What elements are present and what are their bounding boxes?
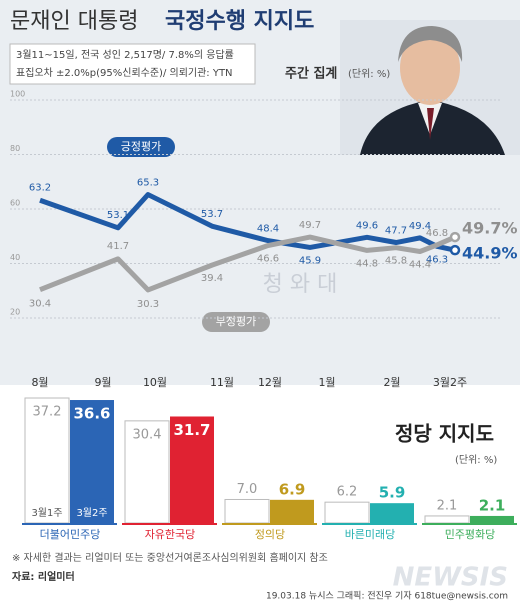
info-line: 3월11~15일, 전국 성인 2,517명/ 7.8%의 응답률	[16, 49, 234, 61]
y-tick-label: 20	[10, 308, 20, 317]
x-tick-label: 1월	[318, 376, 335, 389]
credit: 19.03.18 뉴시스 그래픽: 전진우 기자 618tue@newsis.c…	[266, 591, 508, 602]
value-label: 30.4	[133, 427, 162, 442]
value-label: 48.4	[257, 224, 279, 235]
annotation: 부정평가	[216, 315, 256, 328]
bar	[424, 515, 470, 524]
value-label: 44.8	[356, 258, 378, 269]
value-label: 7.0	[237, 482, 258, 497]
series-name: 3월1주	[31, 507, 62, 519]
value-label: 5.9	[379, 484, 406, 502]
watermark: 청 와 대	[263, 272, 338, 297]
value-label: 49.7%	[462, 219, 518, 238]
y-tick-label: 40	[10, 253, 20, 262]
value-label: 36.6	[73, 405, 110, 423]
x-tick-label: 9월	[94, 376, 111, 389]
value-label: 44.4	[409, 260, 431, 271]
value-label: 46.8	[426, 228, 448, 239]
annotation-pill	[107, 137, 175, 157]
value-label: 46.3	[426, 254, 448, 265]
value-label: 49.6	[356, 220, 378, 231]
bar	[324, 501, 370, 524]
y-tick-label: 100	[10, 90, 25, 99]
x-tick-label: 3월2주	[433, 376, 467, 389]
value-label: 47.7	[385, 226, 407, 237]
value-label: 45.9	[299, 255, 321, 266]
title-light: 문재인 대통령	[10, 9, 138, 34]
value-label: 6.2	[337, 485, 358, 500]
source: 자료: 리얼미터	[12, 570, 75, 583]
x-tick-label: 11월	[210, 376, 234, 389]
bar-title: 정당 지지도	[395, 422, 494, 446]
series-name: 3월2주	[76, 507, 107, 519]
value-label: 65.3	[137, 178, 159, 189]
x-tick-label: 2월	[383, 376, 400, 389]
info-line: 표집오차 ±2.0%p(95%신뢰수준)/ 의뢰기관: YTN	[16, 67, 233, 79]
end-point	[449, 231, 461, 243]
value-label: 44.9%	[462, 244, 518, 263]
category-label: 정의당	[255, 528, 285, 541]
title-bold: 국정수행 지지도	[165, 9, 314, 34]
bar	[124, 420, 170, 524]
value-label: 53.1	[107, 210, 129, 221]
annotation-pill	[202, 312, 270, 332]
bar	[170, 416, 214, 523]
info-box	[9, 43, 256, 85]
subtitle: 주간 집계	[285, 66, 337, 82]
value-label: 49.4	[409, 221, 431, 232]
value-label: 2.1	[437, 498, 458, 513]
annotation: 긍정평가	[121, 140, 161, 153]
category-label: 더불어민주당	[40, 528, 101, 541]
bar	[470, 515, 514, 523]
category-label: 민주평화당	[445, 528, 496, 541]
bar	[224, 498, 270, 524]
category-label: 바른미래당	[345, 528, 396, 541]
y-tick-label: 60	[10, 199, 20, 208]
end-point	[449, 244, 461, 256]
x-tick-label: 12월	[258, 376, 282, 389]
portrait	[340, 20, 520, 155]
x-tick-label: 8월	[31, 376, 48, 389]
unit: (단위: %)	[348, 67, 390, 80]
logo: NEWSIS	[393, 563, 508, 593]
note: ※ 자세한 결과는 리얼미터 또는 중앙선거여론조사심의위원회 홈페이지 참조	[12, 551, 328, 564]
value-label: 30.4	[29, 299, 51, 310]
value-label: 6.9	[279, 480, 306, 498]
value-label: 41.7	[107, 241, 129, 252]
value-label: 45.8	[385, 256, 407, 267]
x-tick-label: 10월	[143, 376, 167, 389]
y-tick-label: 80	[10, 144, 20, 153]
value-label: 39.4	[201, 273, 223, 284]
category-label: 자유한국당	[145, 528, 196, 541]
bar	[370, 503, 414, 523]
value-label: 30.3	[137, 299, 159, 310]
value-label: 49.7	[299, 220, 321, 231]
bar	[70, 400, 114, 523]
line	[39, 192, 456, 253]
value-label: 31.7	[173, 421, 210, 439]
value-label: 63.2	[29, 182, 51, 193]
value-label: 53.7	[201, 209, 223, 220]
value-label: 46.6	[257, 254, 279, 265]
line	[39, 234, 457, 293]
bar-unit: (단위: %)	[455, 453, 497, 466]
value-label: 2.1	[479, 496, 506, 514]
bar	[270, 499, 314, 523]
value-label: 37.2	[33, 405, 62, 420]
